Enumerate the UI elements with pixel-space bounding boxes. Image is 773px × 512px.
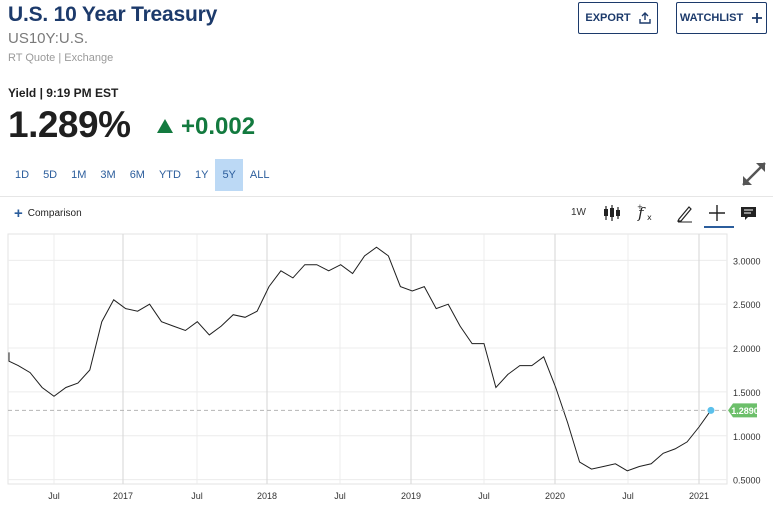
export-label: EXPORT: [585, 12, 631, 24]
candlestick-icon[interactable]: [602, 203, 622, 223]
range-1m[interactable]: 1M: [71, 169, 87, 181]
page-title: U.S. 10 Year Treasury: [8, 3, 218, 26]
range-ytd[interactable]: YTD: [158, 169, 181, 181]
y-tick-label: 1.5000: [733, 388, 761, 398]
yield-timestamp: Yield | 9:19 PM EST: [8, 86, 119, 100]
comparison-label: Comparison: [27, 208, 82, 219]
up-arrow-icon: [157, 119, 173, 133]
yield-chart[interactable]: 0.5000 1.0000 1.5000 2.0000 2.5000 3.0000 Jul 2…: [0, 230, 773, 512]
x-tick-label: Jul: [622, 491, 634, 501]
range-3m[interactable]: 3M: [100, 169, 116, 181]
interval-selector[interactable]: 1W: [571, 207, 586, 218]
expand-icon[interactable]: [740, 160, 768, 188]
add-icon: +: [14, 205, 23, 222]
x-tick-label: Jul: [478, 491, 490, 501]
x-tick-label: Jul: [191, 491, 203, 501]
plus-icon: [752, 13, 763, 23]
watchlist-label: WATCHLIST: [679, 12, 744, 24]
svg-text:+: +: [637, 203, 643, 211]
x-tick-label: 2017: [113, 491, 133, 501]
y-tick-label: 2.5000: [733, 300, 761, 310]
x-tick-label: 2019: [401, 491, 421, 501]
y-tick-label: 3.0000: [733, 256, 761, 266]
range-selector: 1D 5D 1M 3M 6M YTD 1Y 5Y ALL: [8, 159, 276, 191]
x-tick-label: 2020: [545, 491, 565, 501]
svg-text:x: x: [647, 213, 652, 222]
last-value-badge: [728, 403, 757, 418]
ticker-symbol: US10Y:U.S.: [8, 30, 89, 47]
y-tick-label: 1.0000: [733, 432, 761, 442]
crosshair-icon[interactable]: [708, 203, 726, 223]
export-button[interactable]: EXPORT: [578, 2, 658, 34]
x-tick-label: Jul: [48, 491, 60, 501]
share-icon: [638, 12, 651, 24]
change-value: +0.002: [181, 113, 256, 140]
svg-text:f: f: [637, 204, 646, 222]
x-tick-label: 2021: [689, 491, 709, 501]
range-1y[interactable]: 1Y: [194, 169, 209, 181]
watchlist-button[interactable]: WATCHLIST: [676, 2, 767, 34]
divider: [0, 196, 773, 197]
change-indicator: +0.002: [157, 113, 255, 141]
last-value-marker: [707, 406, 715, 414]
y-tick-label: 2.0000: [733, 344, 761, 354]
x-tick-label: 2018: [257, 491, 277, 501]
yield-value: 1.289%: [8, 104, 131, 145]
last-value-label: 1.2890: [731, 406, 759, 416]
y-tick-label: 0.5000: [733, 476, 761, 486]
range-5d[interactable]: 5D: [43, 169, 58, 181]
range-5y[interactable]: 5Y: [215, 159, 243, 191]
comparison-button[interactable]: + Comparison: [14, 205, 82, 222]
yield-line: [8, 246, 712, 472]
quote-source: RT Quote | Exchange: [8, 52, 114, 64]
plot-frame: [7, 233, 728, 485]
comment-icon[interactable]: [740, 203, 758, 223]
range-1d[interactable]: 1D: [15, 169, 30, 181]
range-all[interactable]: ALL: [249, 169, 270, 181]
range-6m[interactable]: 6M: [129, 169, 145, 181]
function-icon[interactable]: f x +: [636, 203, 656, 223]
active-tool-indicator: [704, 226, 734, 228]
pencil-icon[interactable]: [676, 203, 694, 223]
x-tick-label: Jul: [334, 491, 346, 501]
